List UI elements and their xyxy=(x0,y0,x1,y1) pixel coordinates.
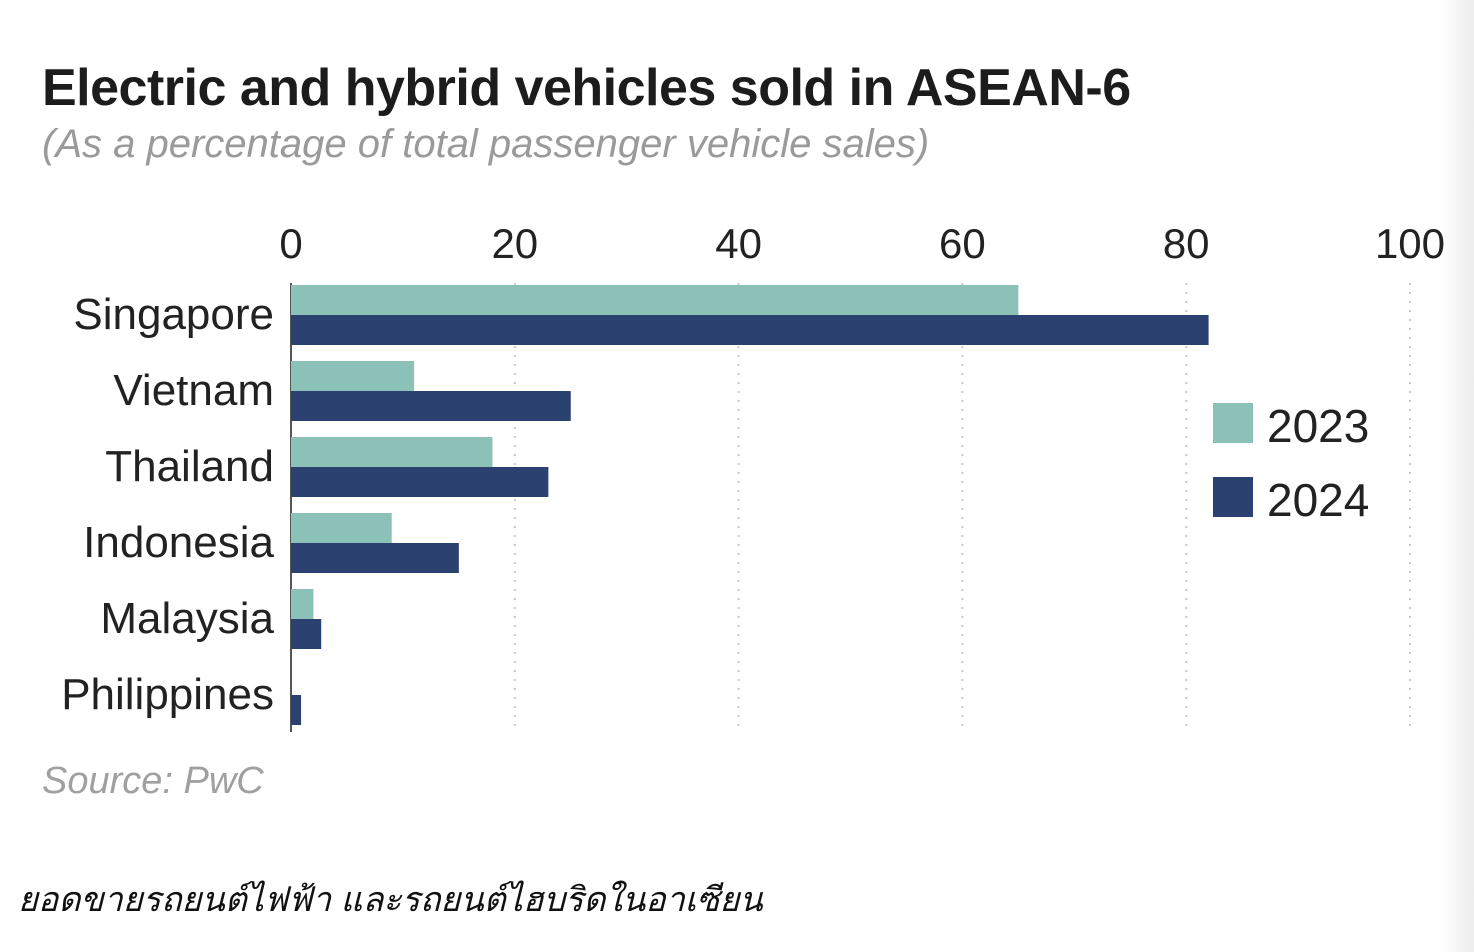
x-tick-label: 60 xyxy=(939,220,986,267)
x-tick-label: 20 xyxy=(491,220,538,267)
legend-swatch-2024 xyxy=(1213,477,1253,517)
category-label-thailand: Thailand xyxy=(105,442,274,491)
x-tick-label: 80 xyxy=(1163,220,1210,267)
category-label-singapore: Singapore xyxy=(73,290,274,339)
bar-thailand-2023 xyxy=(291,437,493,467)
bars xyxy=(291,285,1209,725)
gridlines xyxy=(290,283,1411,732)
bar-singapore-2024 xyxy=(291,315,1209,345)
category-label-malaysia: Malaysia xyxy=(100,594,274,643)
legend: 2023 2024 xyxy=(1213,400,1369,526)
chart-title: Electric and hybrid vehicles sold in ASE… xyxy=(42,59,1131,117)
category-label-indonesia: Indonesia xyxy=(83,518,274,567)
x-tick-label: 100 xyxy=(1375,220,1445,267)
category-labels: Singapore Vietnam Thailand Indonesia Malaysi… xyxy=(61,290,274,719)
bar-vietnam-2023 xyxy=(291,361,415,391)
bar-indonesia-2024 xyxy=(291,543,459,573)
x-tick-label: 0 xyxy=(279,220,302,267)
source-note: Source: PwC xyxy=(42,760,264,802)
category-label-vietnam: Vietnam xyxy=(113,366,274,415)
legend-swatch-2023 xyxy=(1213,403,1253,443)
legend-label-2024: 2024 xyxy=(1267,474,1369,526)
bar-singapore-2023 xyxy=(291,285,1019,315)
bar-thailand-2024 xyxy=(291,467,549,497)
bar-malaysia-2024 xyxy=(291,619,322,649)
bar-philippines-2024 xyxy=(291,695,302,725)
bar-malaysia-2023 xyxy=(291,589,314,619)
bar-indonesia-2023 xyxy=(291,513,392,543)
bar-vietnam-2024 xyxy=(291,391,571,421)
legend-label-2023: 2023 xyxy=(1267,400,1369,452)
image-caption: ยอดขายรถยนต์ไฟฟ้า และรถยนต์ไฮบริดในอาเซี… xyxy=(18,881,763,919)
x-tick-label: 40 xyxy=(715,220,762,267)
page-edge-shade xyxy=(1440,0,1474,952)
x-axis-ticks: 0 20 40 60 80 100 xyxy=(279,220,1445,267)
category-label-philippines: Philippines xyxy=(61,670,274,719)
chart-subtitle: (As a percentage of total passenger vehi… xyxy=(42,122,930,166)
